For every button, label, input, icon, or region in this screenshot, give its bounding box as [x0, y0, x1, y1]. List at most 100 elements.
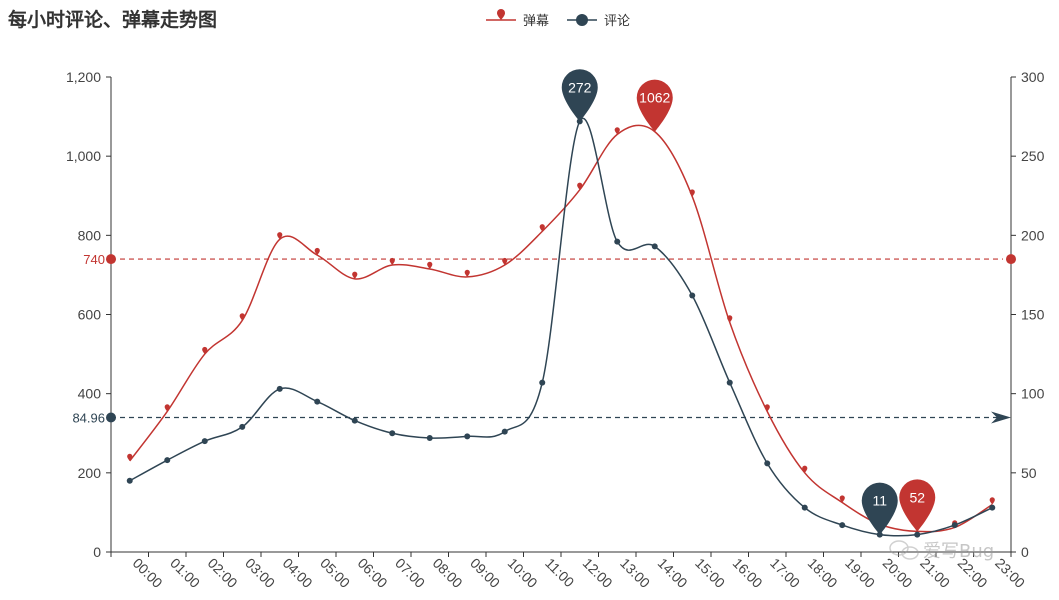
average-line-start-comment	[106, 412, 116, 423]
y-left-tick-label: 1,000	[66, 148, 101, 164]
x-tick-label: 01:00	[167, 555, 203, 591]
data-point-danmu	[427, 261, 433, 269]
data-point-comment	[276, 385, 283, 392]
average-line-arrow-icon	[991, 411, 1011, 424]
mark-point-label-danmu: 1062	[639, 90, 670, 106]
x-tick-label: 17:00	[767, 555, 803, 591]
data-point-comment	[239, 423, 246, 430]
legend[interactable]: 弹幕 评论	[486, 9, 630, 29]
watermark-text: 爱写Bug	[923, 541, 994, 562]
data-point-comment	[351, 417, 358, 424]
data-point-comment	[614, 238, 621, 245]
data-point-danmu	[764, 404, 770, 412]
data-point-comment	[689, 292, 696, 299]
x-tick-label: 13:00	[617, 555, 653, 591]
axes: 0 200 400 600 800 1,000 1,200 0 50 100 150 200 250 30…	[66, 69, 1045, 591]
data-point-danmu	[577, 182, 583, 190]
y-right-tick-label: 250	[1021, 148, 1045, 164]
mark-point-pin-danmu	[636, 79, 673, 132]
mark-point-label-comment: 272	[568, 79, 592, 95]
chart-title: 每小时评论、弹幕走势图	[8, 8, 217, 31]
x-tick-label: 16:00	[730, 555, 766, 591]
x-tick-label: 18:00	[805, 555, 841, 591]
legend-label-comment: 评论	[604, 14, 630, 29]
x-tick-label: 00:00	[130, 555, 166, 591]
y-left-tick-label: 800	[78, 227, 102, 243]
x-tick-label: 10:00	[505, 555, 541, 591]
legend-item-danmu[interactable]: 弹幕	[486, 9, 549, 29]
data-point-comment	[501, 428, 508, 435]
y-left-tick-label: 0	[93, 544, 101, 560]
data-point-comment	[839, 522, 846, 529]
mark-point-label-danmu: 52	[909, 489, 925, 505]
data-point-danmu	[464, 269, 470, 277]
data-point-comment	[801, 504, 808, 511]
data-point-comment	[389, 430, 396, 437]
data-point-danmu	[989, 497, 995, 505]
data-point-danmu	[389, 257, 395, 266]
average-line-label-comment: 84.96	[72, 410, 105, 425]
data-point-comment	[314, 398, 321, 405]
data-point-danmu	[277, 232, 283, 240]
data-point-danmu	[614, 127, 620, 135]
x-tick-label: 04:00	[280, 555, 316, 591]
watermark: 爱写Bug	[889, 540, 994, 562]
x-tick-label: 14:00	[655, 555, 691, 591]
legend-label-danmu: 弹幕	[523, 14, 549, 29]
x-tick-label: 06:00	[355, 555, 391, 591]
average-line-label-danmu: 740	[83, 252, 105, 267]
x-tick-label: 05:00	[317, 555, 353, 591]
y-right-tick-label: 200	[1021, 227, 1045, 243]
data-point-comment	[539, 379, 546, 386]
data-point-danmu	[689, 189, 695, 197]
data-point-danmu	[352, 271, 358, 279]
data-point-danmu	[314, 247, 320, 256]
x-tick-label: 03:00	[242, 555, 278, 591]
x-tick-label: 08:00	[430, 555, 466, 591]
x-tick-label: 23:00	[992, 555, 1028, 591]
x-tick-label: 12:00	[580, 555, 616, 591]
y-right-tick-label: 300	[1021, 69, 1045, 85]
mark-point-pin-comment	[561, 69, 598, 122]
data-point-danmu	[239, 313, 245, 321]
x-tick-label: 11:00	[542, 555, 578, 591]
data-point-danmu	[727, 315, 733, 323]
y-right-tick-label: 150	[1021, 307, 1045, 323]
x-tick-label: 20:00	[880, 555, 916, 591]
series-line-comment	[129, 117, 993, 537]
data-point-danmu	[539, 224, 545, 232]
mark-point-label-comment: 11	[872, 493, 887, 509]
x-tick-label: 09:00	[467, 555, 503, 591]
data-point-comment	[764, 460, 771, 467]
data-point-danmu	[802, 465, 808, 473]
legend-circle-comment-icon	[576, 14, 588, 26]
average-line-end-danmu	[1006, 254, 1016, 265]
data-point-danmu	[127, 453, 133, 461]
data-point-comment	[201, 438, 208, 445]
y-left-tick-label: 200	[78, 465, 102, 481]
series-line-danmu	[129, 124, 993, 533]
y-left-tick-label: 600	[78, 307, 102, 323]
mark-point-pin-danmu	[899, 479, 936, 532]
data-point-comment	[989, 504, 996, 511]
y-left-tick-label: 1,200	[66, 69, 101, 85]
series-layer	[126, 117, 996, 538]
data-point-danmu	[839, 495, 845, 503]
data-point-comment	[164, 457, 171, 464]
y-right-tick-label: 100	[1021, 386, 1045, 402]
average-line-start-danmu	[106, 254, 116, 265]
x-tick-label: 15:00	[692, 555, 728, 591]
y-right-tick-label: 50	[1021, 465, 1037, 481]
data-point-comment	[651, 243, 658, 250]
x-tick-label: 07:00	[392, 555, 428, 591]
data-point-comment	[951, 522, 958, 529]
data-point-comment	[464, 433, 471, 440]
data-point-danmu	[164, 404, 170, 412]
data-point-danmu	[202, 346, 208, 355]
mark-points: 272 1062 11 52	[561, 69, 936, 535]
data-point-comment	[126, 477, 133, 484]
mark-lines: 740 84.96	[72, 252, 1016, 425]
data-point-comment	[914, 531, 921, 538]
legend-item-comment[interactable]: 评论	[567, 14, 630, 29]
